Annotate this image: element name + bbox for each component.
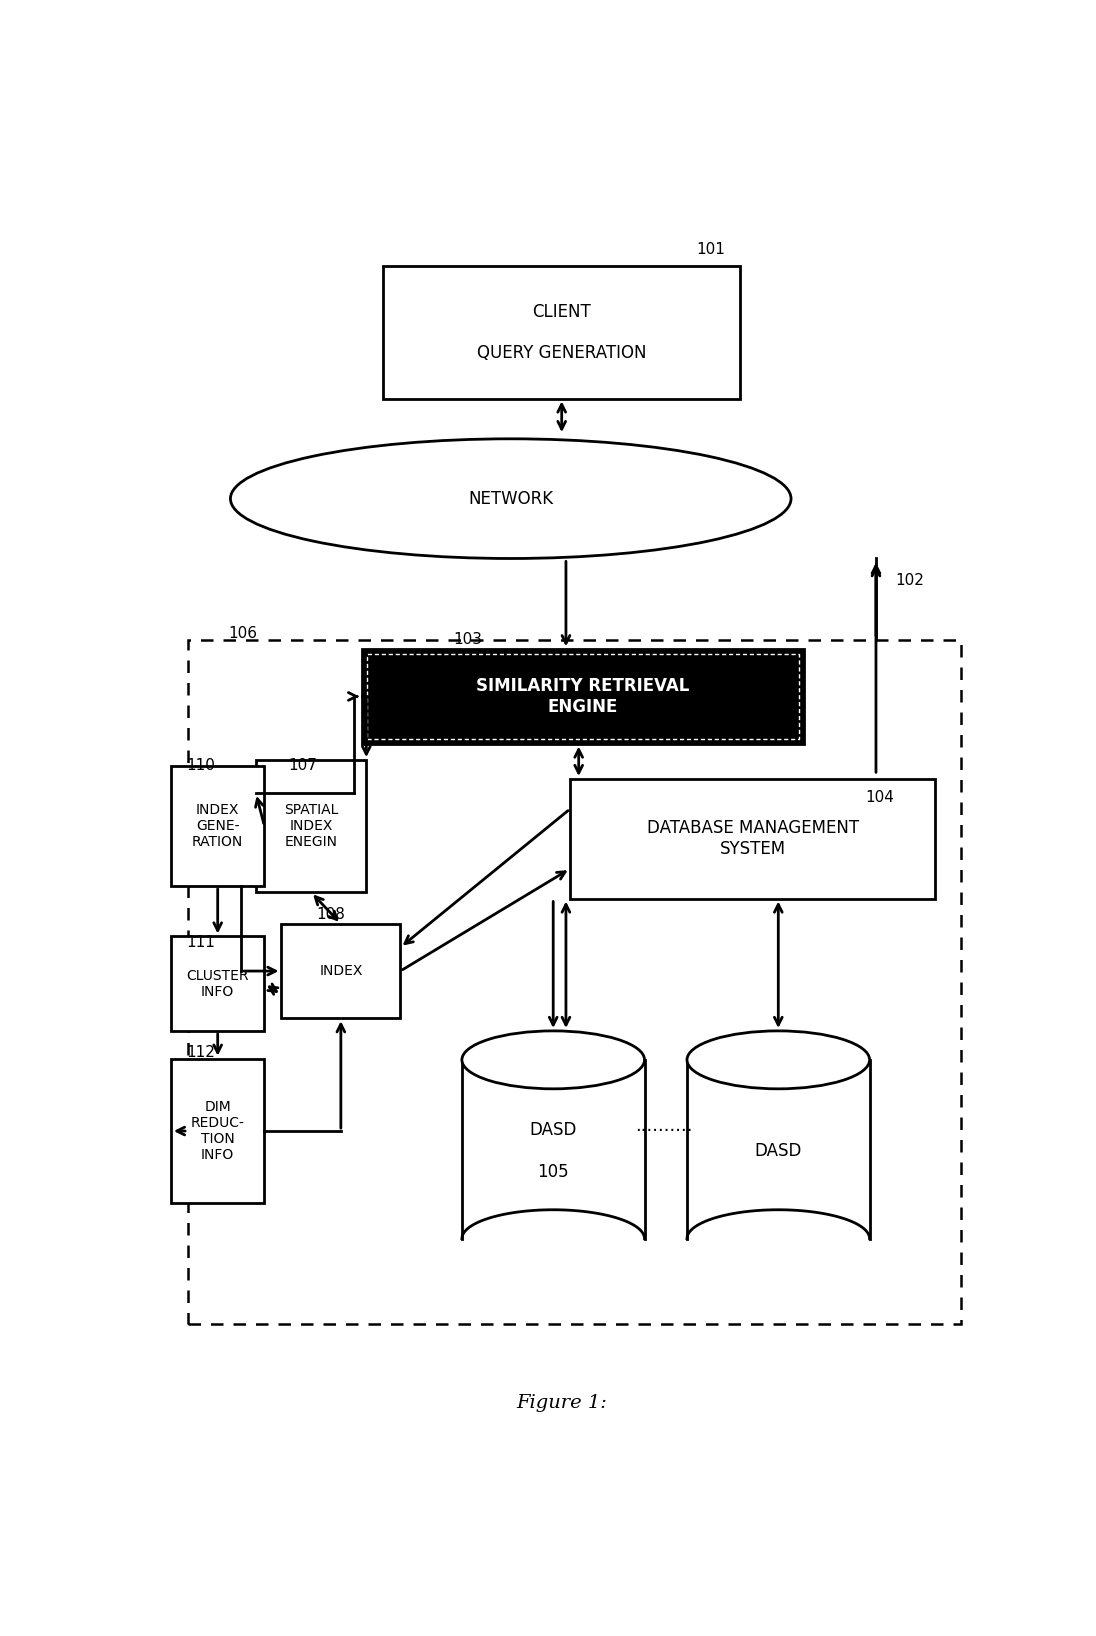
- Bar: [171, 1058, 264, 1204]
- Bar: [171, 766, 264, 887]
- Bar: [255, 761, 366, 892]
- Text: 107: 107: [288, 757, 317, 774]
- Text: DASD: DASD: [755, 1142, 802, 1160]
- Text: 104: 104: [866, 790, 894, 805]
- Text: 103: 103: [454, 631, 482, 648]
- Bar: [384, 267, 740, 399]
- Bar: [461, 1060, 644, 1268]
- Ellipse shape: [687, 1031, 869, 1090]
- Ellipse shape: [687, 1209, 869, 1268]
- Text: 112: 112: [186, 1045, 215, 1060]
- Text: INDEX: INDEX: [319, 964, 363, 978]
- Text: NETWORK: NETWORK: [468, 489, 553, 507]
- Bar: [367, 654, 799, 739]
- Bar: [189, 640, 961, 1324]
- Bar: [171, 936, 264, 1031]
- Text: 110: 110: [186, 757, 215, 774]
- Text: CLUSTER
INFO: CLUSTER INFO: [186, 969, 249, 998]
- Text: 102: 102: [895, 573, 924, 587]
- Bar: [570, 779, 935, 898]
- Text: Figure 1:: Figure 1:: [516, 1394, 607, 1412]
- Bar: [362, 649, 803, 744]
- Text: CLIENT

QUERY GENERATION: CLIENT QUERY GENERATION: [477, 303, 647, 362]
- Text: INDEX
GENE-
RATION: INDEX GENE- RATION: [192, 803, 243, 849]
- Text: DIM
REDUC-
TION
INFO: DIM REDUC- TION INFO: [191, 1099, 244, 1162]
- Text: SIMILARITY RETRIEVAL
ENGINE: SIMILARITY RETRIEVAL ENGINE: [477, 677, 689, 717]
- Ellipse shape: [230, 438, 791, 558]
- Ellipse shape: [461, 1031, 644, 1090]
- Bar: [687, 1060, 869, 1268]
- Text: DASD

105: DASD 105: [529, 1121, 576, 1181]
- Text: 101: 101: [696, 242, 724, 257]
- Text: SPATIAL
INDEX
ENEGIN: SPATIAL INDEX ENEGIN: [284, 803, 339, 849]
- Bar: [282, 924, 400, 1018]
- Text: 111: 111: [186, 934, 215, 949]
- Ellipse shape: [461, 1209, 644, 1268]
- Text: 108: 108: [317, 906, 345, 921]
- Text: 106: 106: [229, 627, 258, 641]
- Text: DATABASE MANAGEMENT
SYSTEM: DATABASE MANAGEMENT SYSTEM: [647, 820, 859, 859]
- Text: ..........: ..........: [635, 1117, 693, 1135]
